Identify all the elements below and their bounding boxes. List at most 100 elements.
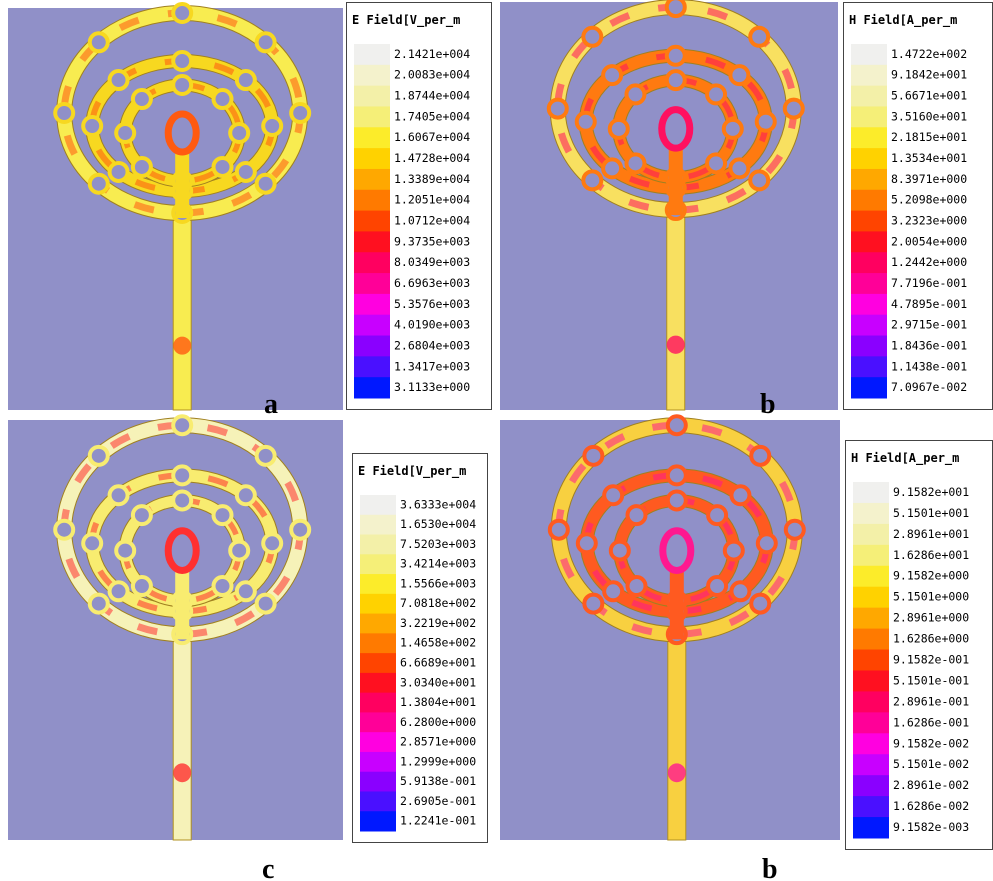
legend-swatch (853, 775, 889, 797)
port-circle (87, 31, 110, 54)
field-plot (8, 414, 343, 841)
panel-caption: b (760, 389, 776, 420)
port-circle (665, 414, 688, 437)
port-circle (664, 0, 687, 19)
legend-label: 9.1582e-002 (893, 736, 969, 750)
port-circle (748, 25, 771, 48)
legend-label: 2.9715e-001 (891, 318, 967, 332)
port-circle (729, 580, 752, 603)
legend-label: 1.4728e+004 (394, 151, 470, 165)
center-patch (164, 110, 200, 156)
legend-label: 1.6067e+004 (394, 130, 470, 144)
legend-title: E Field[V_per_m (352, 13, 460, 28)
legend-label: 8.0349e+003 (394, 255, 470, 269)
legend-title: H Field[A_per_m (849, 13, 957, 28)
legend-swatch (851, 273, 887, 295)
legend-swatch (360, 574, 396, 595)
legend-label: 7.0818e+002 (400, 596, 476, 610)
port-circle (171, 50, 194, 72)
port-circle (81, 115, 104, 137)
center-patch (658, 106, 694, 152)
legend-label: 6.6689e+001 (400, 656, 476, 670)
port-circle (107, 69, 130, 92)
legend-swatch (851, 44, 887, 66)
legend-swatch (853, 565, 889, 588)
legend-label: 9.1582e+001 (893, 485, 969, 499)
legend-label: 5.2098e+000 (891, 193, 967, 207)
legend-swatch (853, 817, 889, 839)
legend-label: 6.2800e+000 (400, 715, 476, 729)
panel-caption: c (262, 854, 274, 881)
legend-swatch (354, 273, 390, 295)
legend-swatch (853, 628, 889, 651)
port-circle (289, 102, 312, 124)
port-circle (87, 172, 110, 195)
legend-label: 2.8961e+001 (893, 527, 969, 541)
port-circle (729, 484, 752, 507)
port-circle (547, 518, 570, 541)
legend-swatch (354, 335, 390, 357)
legend-label: 7.7196e-001 (891, 276, 967, 290)
legend-swatch (853, 586, 889, 609)
port-circle (582, 444, 605, 467)
legend-label: 5.3576e+003 (394, 297, 470, 311)
feed-line (172, 207, 192, 411)
legend-label: 9.1582e+000 (893, 569, 969, 583)
port-circle (706, 575, 729, 598)
field-plot (8, 2, 343, 411)
legend-swatch (851, 314, 887, 337)
port-circle (754, 110, 777, 133)
port-circle (748, 169, 771, 192)
legend-swatch (360, 554, 396, 575)
legend-swatch (853, 502, 889, 525)
port-circle (728, 64, 751, 87)
legend-label: 3.2219e+002 (400, 616, 476, 630)
legend-swatch (851, 85, 887, 107)
legend-label: 2.8571e+000 (400, 735, 476, 749)
legend-swatch (853, 523, 889, 546)
legend-label: 2.6804e+003 (394, 338, 470, 352)
legend-swatch (851, 293, 887, 316)
legend-swatch (354, 210, 390, 232)
port-circle (114, 122, 137, 144)
legend-swatch (360, 593, 396, 615)
legend-swatch (360, 692, 396, 713)
port-circle (130, 575, 153, 598)
legend-swatch (354, 231, 390, 253)
legend-swatch (851, 189, 887, 212)
legend-label: 1.4722e+002 (891, 47, 967, 61)
legend-label: 1.4658e+002 (400, 636, 476, 650)
legend-swatch (853, 649, 889, 671)
port-circle (289, 518, 312, 541)
port-circle (755, 532, 778, 555)
legend-label: 5.6671e+001 (891, 89, 967, 103)
feed-hotspot (173, 763, 192, 783)
legend-label: 7.0967e-002 (891, 380, 967, 394)
legend-label: 3.0340e+001 (400, 675, 476, 689)
port-circle (728, 157, 751, 180)
legend-swatch (354, 252, 390, 274)
port-circle (171, 2, 194, 24)
port-circle (625, 504, 648, 527)
port-circle (581, 169, 604, 192)
port-circle (254, 172, 277, 195)
feed-hotspot (666, 335, 685, 354)
legend-label: 3.6333e+004 (400, 497, 476, 511)
port-circle (228, 122, 251, 144)
legend-label: 3.1133e+000 (394, 380, 470, 394)
legend-swatch (360, 653, 396, 674)
legend-label: 1.5566e+003 (400, 576, 476, 590)
legend-label: 3.5160e+001 (891, 109, 967, 123)
port-circle (211, 88, 234, 111)
legend-swatch (360, 613, 396, 634)
port-circle (706, 504, 729, 527)
legend-label: 1.3534e+001 (891, 151, 967, 165)
legend-label: 8.3971e+000 (891, 172, 967, 186)
port-circle (705, 152, 728, 175)
legend-label: 1.6286e+001 (893, 548, 969, 562)
legend-swatch (354, 168, 390, 191)
port-circle (624, 152, 647, 175)
legend-swatch (851, 335, 887, 357)
port-circle (664, 69, 687, 92)
legend-label: 2.8961e-002 (893, 778, 969, 792)
